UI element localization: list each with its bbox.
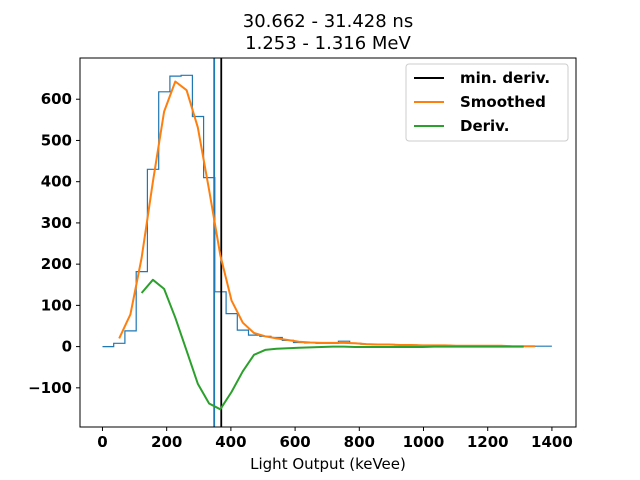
y-tick-label: 500 <box>41 131 72 149</box>
y-tick-label: −100 <box>28 379 72 397</box>
y-tick-label: 100 <box>41 296 72 314</box>
legend: min. deriv. Smoothed Deriv. <box>405 63 569 142</box>
legend-label-deriv: Deriv. <box>460 117 509 135</box>
legend-label-smoothed: Smoothed <box>460 93 546 111</box>
legend-box <box>405 63 569 142</box>
series-deriv <box>140 278 524 411</box>
x-tick-label: 1200 <box>467 433 509 451</box>
y-tick-label: 0 <box>62 338 72 356</box>
x-tick-label: 400 <box>215 433 246 451</box>
x-tick-label: 0 <box>97 433 107 451</box>
y-tick-label: 300 <box>41 214 72 232</box>
x-tick-label: 1400 <box>531 433 573 451</box>
y-tick-label: 600 <box>41 90 72 108</box>
x-tick-label: 200 <box>151 433 182 451</box>
axes-frame <box>79 57 577 428</box>
x-tick-label: 1000 <box>403 433 445 451</box>
legend-label-min-deriv: min. deriv. <box>460 69 550 87</box>
y-tick-label: 200 <box>41 255 72 273</box>
chart-title-line2: 1.253 - 1.316 MeV <box>245 33 411 54</box>
x-axis-label: Light Output (keVee) <box>250 455 406 473</box>
y-tick-label: 400 <box>41 173 72 191</box>
plot-area <box>102 58 552 427</box>
x-tick-label: 600 <box>279 433 310 451</box>
axis-ticks: 0 200 400 600 800 1000 1200 1400 −100 0 100 200 300 4… <box>28 90 573 451</box>
x-tick-label: 800 <box>344 433 375 451</box>
chart-title-line1: 30.662 - 31.428 ns <box>243 11 413 32</box>
